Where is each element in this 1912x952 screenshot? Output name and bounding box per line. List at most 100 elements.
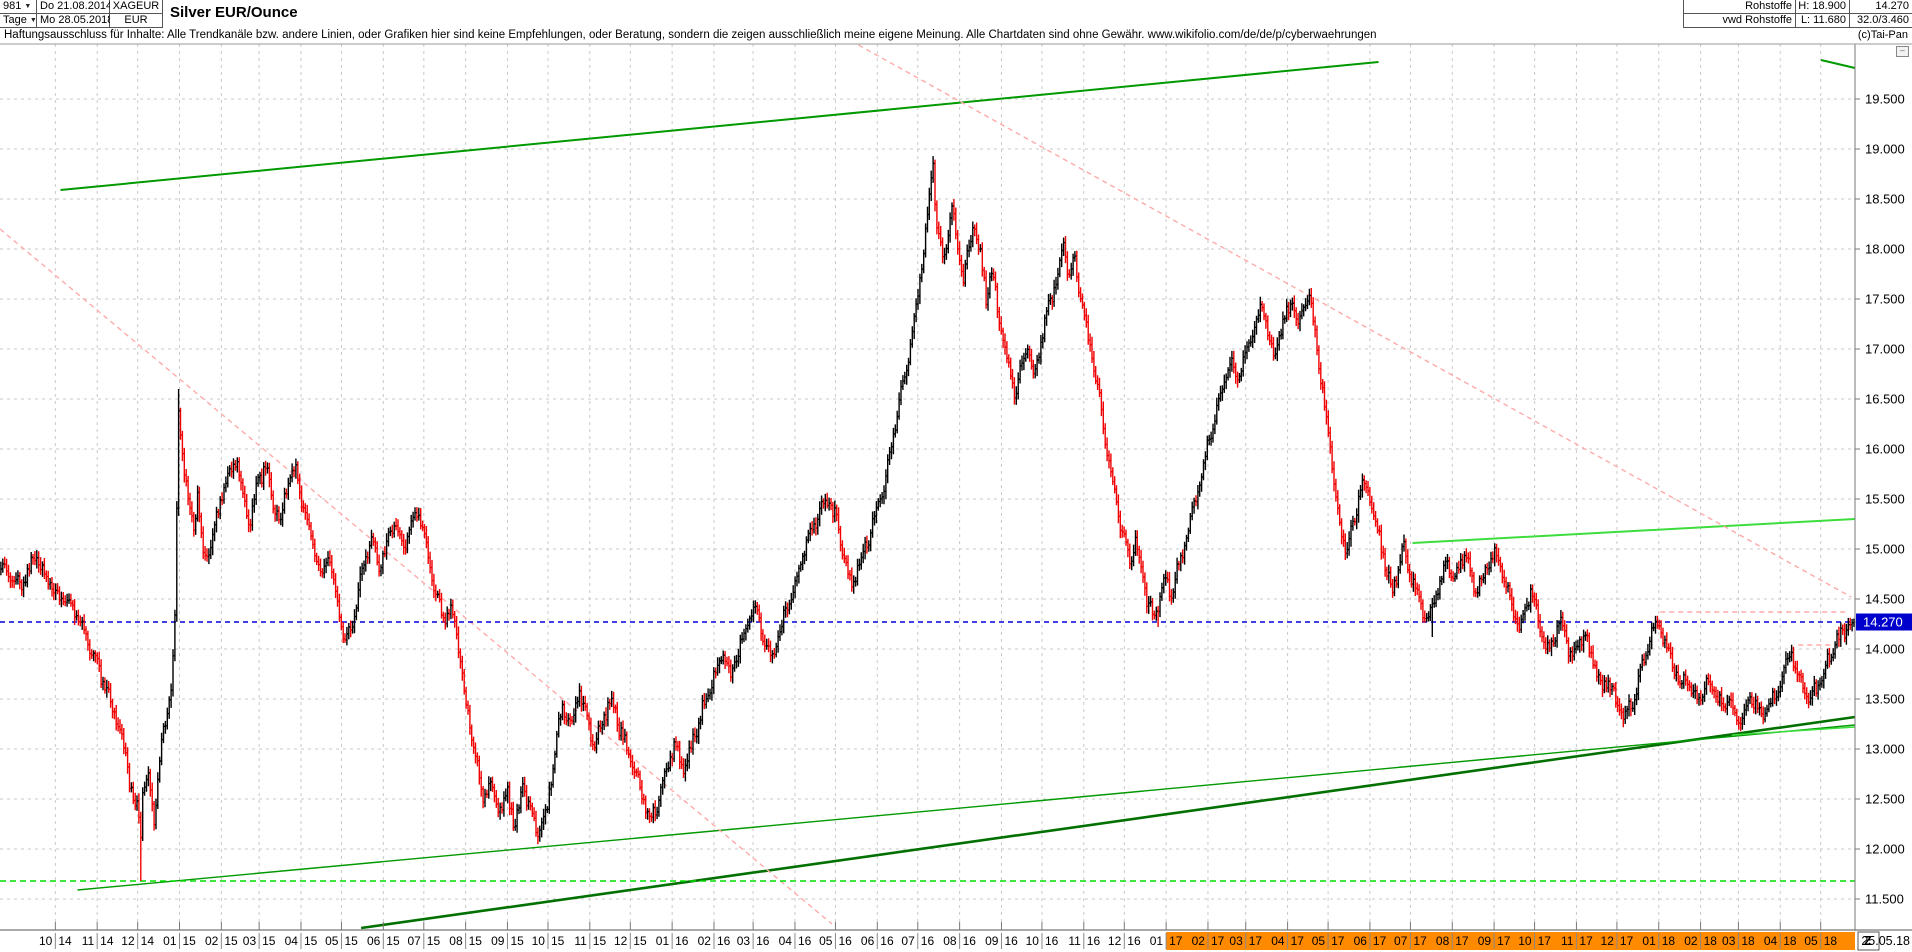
x-month-label: 03 [1229, 934, 1243, 948]
x-year-label: 17 [1211, 934, 1225, 948]
x-year-label: 16 [1045, 934, 1059, 948]
x-month-label: 04 [1271, 934, 1285, 948]
y-tick-label: 13.000 [1865, 742, 1905, 757]
x-year-label: 18 [1704, 934, 1718, 948]
x-year-label: 17 [1413, 934, 1427, 948]
x-month-label: 11 [574, 934, 587, 948]
x-year-label: 15 [593, 934, 607, 948]
x-month-label: 10 [39, 934, 53, 948]
x-month-label: 12 [1108, 934, 1122, 948]
x-month-label: 09 [985, 934, 999, 948]
annotation-support-short-light-green [1732, 726, 1856, 736]
y-tick-label: 19.500 [1865, 92, 1905, 107]
collapse-button[interactable]: – [1896, 46, 1909, 57]
x-year-label: 16 [880, 934, 894, 948]
x-year-label: 15 [304, 934, 318, 948]
x-month-label: 01 [1150, 934, 1164, 948]
y-tick-label: 19.000 [1865, 142, 1905, 157]
x-year-label: 18 [1662, 934, 1676, 948]
x-month-label: 11 [1561, 934, 1574, 948]
y-tick-label: 16.500 [1865, 392, 1905, 407]
x-year-label: 16 [798, 934, 812, 948]
y-tick-label: 18.000 [1865, 242, 1905, 257]
axis-end-date: 25.05.18 [1861, 934, 1910, 948]
x-month-label: 10 [1026, 934, 1040, 948]
end-date-field[interactable]: Mo 28.05.2018 [37, 14, 113, 28]
y-tick-label: 15.500 [1865, 492, 1905, 507]
x-month-label: 06 [861, 934, 875, 948]
x-year-label: 16 [1004, 934, 1018, 948]
x-month-label: 08 [1436, 934, 1450, 948]
x-month-label: 05 [819, 934, 833, 948]
timeframe-dropdown[interactable]: Tage ▼ [0, 14, 37, 28]
x-year-label: 14 [58, 934, 72, 948]
x-year-label: 15 [469, 934, 483, 948]
x-month-label: 10 [1518, 934, 1532, 948]
y-tick-label: 15.000 [1865, 542, 1905, 557]
y-tick-label: 12.500 [1865, 792, 1905, 807]
x-month-label: 05 [325, 934, 339, 948]
x-month-label: 11 [82, 934, 95, 948]
annotation-ascending-channel-top [60, 61, 1379, 191]
x-month-label: 04 [1764, 934, 1778, 948]
zoom-button[interactable] [1857, 931, 1880, 951]
x-year-label: 17 [1579, 934, 1593, 948]
x-month-label: 10 [532, 934, 546, 948]
x-month-label: 07 [1394, 934, 1408, 948]
x-month-label: 06 [367, 934, 381, 948]
x-year-label: 17 [1373, 934, 1387, 948]
x-month-label: 09 [491, 934, 505, 948]
annotation-support-thin-green [77, 724, 1856, 891]
x-month-label: 01 [1642, 934, 1656, 948]
period-low-label: L: 11.680 [1795, 14, 1849, 28]
x-month-label: 12 [614, 934, 628, 948]
currency-label: EUR [110, 14, 163, 28]
last-price-badge [1856, 613, 1912, 631]
chevron-down-icon: ▼ [24, 3, 32, 10]
x-month-label: 02 [698, 934, 712, 948]
x-year-label: 15 [386, 934, 400, 948]
y-tick-label: 16.000 [1865, 442, 1905, 457]
x-year-label: 17 [1497, 934, 1511, 948]
x-year-label: 16 [1127, 934, 1141, 948]
x-month-label: 02 [1192, 934, 1206, 948]
y-tick-label: 17.500 [1865, 292, 1905, 307]
start-date-field[interactable]: Do 21.08.2014 [37, 0, 112, 14]
y-tick-label: 11.500 [1865, 892, 1904, 907]
annotation-corner-green-segment [1820, 59, 1856, 69]
symbol-label: XAGEUR [110, 0, 163, 14]
x-year-label: 17 [1169, 934, 1183, 948]
bars-count-value: 981 [3, 0, 22, 12]
category-label: Rohstoffe [1683, 0, 1795, 14]
x-year-label: 14 [100, 934, 114, 948]
x-year-label: 18 [1783, 934, 1797, 948]
x-month-label: 03 [1722, 934, 1736, 948]
y-tick-label: 12.000 [1865, 842, 1905, 857]
y-tick-label: 14.000 [1865, 642, 1905, 657]
x-year-label: 17 [1291, 934, 1305, 948]
annotation-support-thick-green [360, 715, 1856, 930]
x-month-label: 04 [779, 934, 793, 948]
x-month-label: 12 [1601, 934, 1615, 948]
period-high-label: H: 18.900 [1795, 0, 1849, 14]
bars-up-days [0, 156, 1856, 842]
x-year-label: 16 [717, 934, 731, 948]
last-price-label: 14.270 [1849, 0, 1912, 14]
x-year-label: 17 [1249, 934, 1263, 948]
x-month-label: 05 [1312, 934, 1326, 948]
annotation-downtrend-pink-left [0, 228, 833, 925]
zoom-button-label[interactable]: Z [1864, 934, 1872, 948]
x-year-label: 15 [183, 934, 197, 948]
data-source-label: vwd Rohstoffe [1683, 14, 1795, 28]
annotation-downtrend-pink-right [858, 44, 1852, 598]
y-tick-label: 17.000 [1865, 342, 1905, 357]
x-year-label: 16 [838, 934, 852, 948]
x-year-label: 16 [1087, 934, 1101, 948]
x-month-label: 07 [901, 934, 915, 948]
copyright-label: (c)Tai-Pan [1857, 29, 1908, 41]
bars-count-dropdown[interactable]: 981 ▼ [0, 0, 37, 14]
x-year-label: 16 [675, 934, 689, 948]
x-year-label: 16 [921, 934, 935, 948]
x-year-label: 17 [1331, 934, 1345, 948]
